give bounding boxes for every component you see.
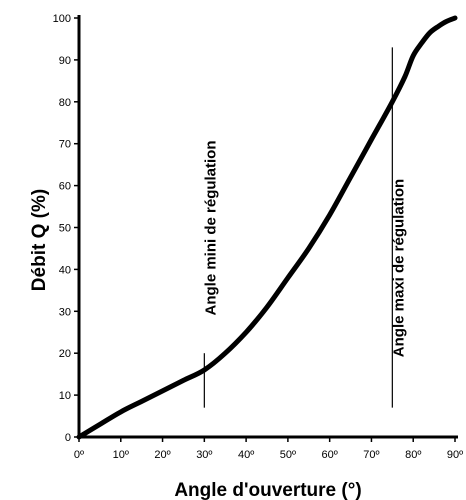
- annotation-label: Angle maxi de régulation: [390, 179, 407, 357]
- y-axis-title: Débit Q (%): [29, 189, 50, 291]
- series-layer: [76, 15, 458, 440]
- x-tick-label: 70º: [363, 449, 379, 461]
- x-tick-label: 0º: [74, 449, 84, 461]
- y-tick-label: 60: [59, 181, 71, 193]
- y-tick-label: 100: [53, 13, 71, 25]
- y-tick-label: 30: [59, 306, 71, 318]
- y-tick-label: 50: [59, 223, 71, 235]
- y-tick-label: 80: [59, 97, 71, 109]
- x-tick-label: 20º: [154, 449, 170, 461]
- y-tick-label: 10: [59, 390, 71, 402]
- x-tick-label: 90º: [447, 449, 463, 461]
- y-tick-label: 70: [59, 139, 71, 151]
- x-axis-title: Angle d'ouverture (°): [174, 480, 361, 500]
- x-tick-label: 60º: [322, 449, 338, 461]
- series-line: [76, 15, 458, 440]
- x-tick-label: 10º: [113, 449, 129, 461]
- x-tick-label: 80º: [405, 449, 421, 461]
- y-axis-ticks: 0 10 20 30 40 50 60 70 80 90 100: [53, 13, 79, 444]
- x-tick-label: 30º: [196, 449, 212, 461]
- annotation-label: Angle mini de régulation: [202, 140, 219, 315]
- y-tick-label: 20: [59, 348, 71, 360]
- y-tick-label: 40: [59, 264, 71, 276]
- annotations: Angle mini de régulation Angle maxi de ré…: [202, 47, 407, 408]
- x-axis-ticks: 0º 10º 20º 30º 40º 50º 60º 70º 80º 90º: [74, 437, 463, 461]
- x-tick-label: 40º: [238, 449, 254, 461]
- y-tick-label: 90: [59, 55, 71, 67]
- y-tick-label: 0: [65, 432, 71, 444]
- x-tick-label: 50º: [280, 449, 296, 461]
